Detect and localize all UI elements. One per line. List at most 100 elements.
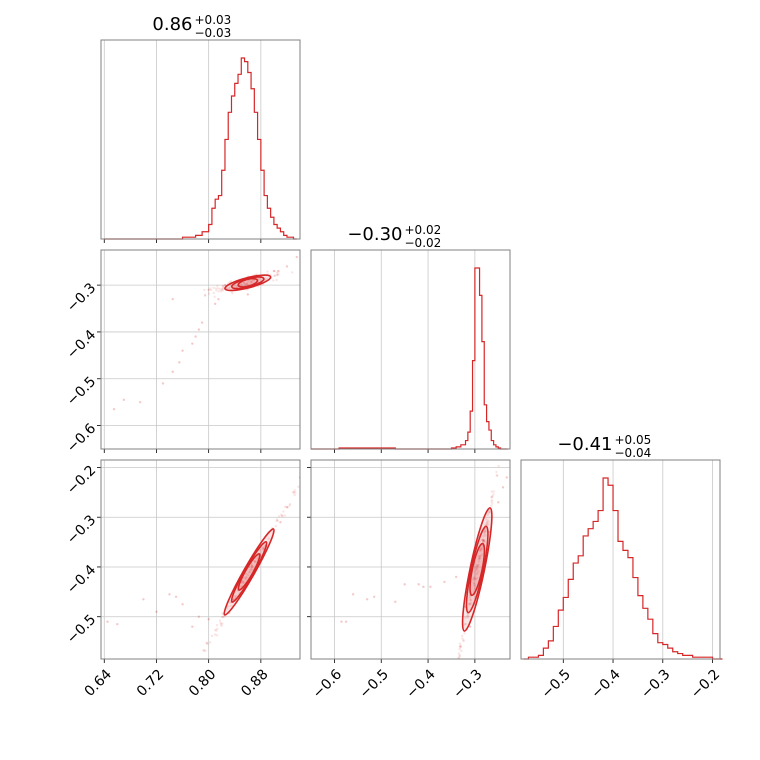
scatter-panel-0-1-cloud-point — [216, 287, 219, 290]
scatter-panel-1-2-point-0 — [340, 620, 343, 623]
hist-panel-2-border — [520, 459, 721, 660]
scatter-panel-0-1-cloud-point — [212, 291, 215, 295]
hist-title-median-2: −0.41 — [557, 434, 612, 455]
scatter-panel-0-1-cloud-point — [252, 279, 255, 282]
scatter-panel-0-1-cloud-point — [242, 281, 246, 285]
scatter-panel-0-2-content — [106, 476, 300, 653]
scatter-panel-1-2-cloud-point — [482, 539, 485, 543]
scatter-panel-0-2-cloud-point — [221, 622, 224, 625]
scatter-panel-0-2-cloud-point — [221, 615, 224, 619]
scatter-panel-0-1-cloud-point — [273, 274, 276, 278]
scatter-panel-0-1-cloud-point — [277, 270, 280, 273]
scatter-panel-0-1-cloud-point — [240, 282, 243, 286]
scatter-panel-0-2-cloud-point — [283, 514, 286, 517]
scatter-panel-0-1-cloud-point — [216, 284, 219, 287]
scatter-panel-0-1-cloud-point — [276, 270, 280, 273]
scatter-panel-1-2-cloud-point — [486, 520, 489, 524]
hist-title-0: 0.86 +0.03−0.03 — [152, 13, 231, 40]
scatter-panel-1-2-cloud-point — [476, 572, 479, 575]
scatter-panel-0-2-cloud-point — [275, 518, 279, 521]
scatter-panel-0-2-cloud-point — [253, 559, 256, 563]
scatter-panel-0-2-cloud-point — [205, 641, 209, 645]
scatter-panel-0-2-cloud-point — [262, 546, 266, 549]
scatter-panel-0-1-point-0 — [112, 408, 116, 411]
scatter-panel-1-2-cloud-point — [495, 474, 499, 477]
scatter-panel-1-2-cloud-point — [482, 539, 486, 543]
scatter-panel-1-2-cloud-point — [477, 555, 481, 558]
scatter-panel-1-2-cloud-point — [496, 474, 499, 477]
scatter-panel-0-1-cloud-point — [250, 280, 253, 284]
hist-panel-2-background — [521, 460, 720, 659]
x-tick-label-1-0: −0.6 — [310, 666, 345, 701]
scatter-panel-1-2-cloud-point — [476, 567, 479, 570]
scatter-panel-0-1-cloud-point — [218, 287, 221, 291]
scatter-panel-0-2-cloud-point — [256, 557, 259, 560]
scatter-panel-0-1-cloud-point — [240, 283, 243, 287]
scatter-panel-0-2-cloud-point — [283, 505, 287, 508]
x-tick-label-0-3: 0.88 — [238, 666, 271, 699]
scatter-panel-0-1-cloud-point — [252, 279, 255, 282]
scatter-panel-1-2-cloud-point — [461, 637, 464, 640]
scatter-panel-0-1-cloud-point — [231, 292, 234, 295]
scatter-panel-0-2-point-1 — [116, 622, 119, 626]
scatter-panel-1-2-cloud-point — [490, 496, 493, 499]
scatter-panel-0-1-cloud-point — [215, 289, 218, 292]
x-tick-label-2-2: −0.3 — [638, 666, 673, 701]
scatter-panel-0-2-cloud-point — [208, 641, 212, 644]
scatter-panel-0-2-cloud-point — [274, 524, 278, 528]
scatter-panel-1-2-cloud-point — [463, 632, 466, 635]
scatter-panel-0-1-cloud-point — [245, 282, 248, 286]
scatter-panel-0-2-cloud-point — [280, 513, 283, 516]
scatter-panel-1-2-background — [311, 460, 510, 659]
scatter-panel-1-2-contour-2 — [469, 542, 486, 597]
scatter-panel-0-1-point-6 — [181, 349, 184, 352]
scatter-panel-0-2-cloud-point — [219, 623, 223, 626]
y-tick-label-1-1: −0.5 — [64, 374, 99, 409]
scatter-panel-1-2-cloud-point — [482, 534, 485, 538]
scatter-panel-1-2-cloud-point — [477, 570, 480, 573]
scatter-panel-0-2-point-8 — [197, 615, 201, 618]
scatter-panel-0-2-cloud-point — [267, 537, 270, 540]
hist-title-minus-0: −0.03 — [195, 26, 232, 40]
scatter-panel-0-1-cloud-point — [227, 286, 231, 290]
scatter-panel-0-1-point-5 — [178, 361, 181, 364]
scatter-panel-0-1-point-18 — [295, 255, 298, 259]
scatter-panel-0-1-cloud-point — [272, 279, 275, 282]
y-tick-label-2-2: −0.3 — [64, 512, 99, 547]
scatter-panel-0-1-cloud-point — [220, 287, 223, 290]
scatter-panel-0-2-cloud-point — [242, 581, 246, 584]
scatter-panel-0-2-cloud-point — [221, 615, 224, 619]
scatter-panel-1-2-cloud-point — [473, 584, 477, 587]
scatter-panel-0-1-cloud-point — [275, 271, 279, 275]
scatter-panel-1-2-point-9 — [429, 585, 432, 589]
scatter-panel-1-2-cloud-point — [490, 500, 493, 503]
scatter-panel-0-1-cloud-point — [209, 288, 213, 292]
scatter-panel-0-2-cloud-point — [250, 566, 253, 570]
scatter-panel-0-2-cloud-point — [245, 572, 248, 576]
x-tick-label-1-3: −0.3 — [450, 666, 485, 701]
scatter-panel-1-2-cloud-point — [473, 583, 476, 586]
scatter-panel-0-2-cloud-point — [242, 580, 245, 584]
scatter-panel-1-2-cloud-point — [475, 564, 479, 568]
scatter-panel-1-2-cloud-point — [485, 530, 488, 533]
scatter-panel-0-1-point-16 — [272, 269, 276, 273]
x-tick-label-1-1: −0.5 — [357, 666, 392, 701]
scatter-panel-1-2-cloud-point — [481, 545, 484, 548]
x-tick-label-2-1: −0.4 — [588, 666, 623, 701]
scatter-panel-0-2-cloud-point — [210, 634, 214, 638]
scatter-panel-1-2-cloud-point — [469, 598, 472, 601]
scatter-panel-1-2-point-8 — [422, 585, 425, 589]
scatter-panel-1-2-cloud-point — [479, 548, 482, 551]
scatter-panel-1-2-cloud-point — [495, 470, 498, 474]
x-tick-label-2-3: −0.2 — [688, 666, 723, 701]
scatter-panel-1-2-cloud-point — [476, 565, 479, 569]
scatter-panel-0-1-point-10 — [200, 321, 204, 324]
scatter-panel-0-2-cloud-point — [261, 547, 265, 550]
scatter-panel-1-2-cloud-point — [482, 540, 485, 543]
scatter-panel-0-1-cloud-point — [275, 273, 279, 277]
scatter-panel-0-2-cloud-point — [215, 623, 219, 627]
scatter-panel-0-1-cloud-point — [275, 278, 278, 282]
scatter-panel-1-2-cloud-point — [491, 495, 494, 498]
scatter-panel-0-2-contour-1 — [230, 541, 268, 603]
scatter-panel-1-2-cloud-point — [469, 603, 472, 606]
